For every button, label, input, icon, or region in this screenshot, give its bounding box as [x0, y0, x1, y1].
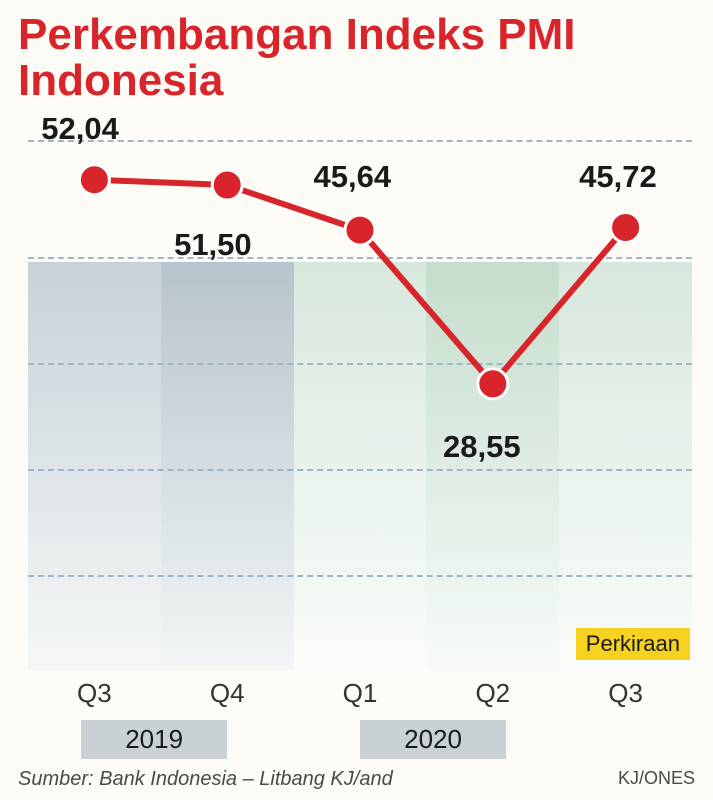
- xaxis-tick: Q3: [559, 678, 692, 709]
- data-marker: [79, 165, 109, 195]
- value-label: 45,72: [579, 159, 657, 195]
- credit-text: KJ/ONES: [618, 768, 695, 789]
- xaxis-tick: Q2: [426, 678, 559, 709]
- value-label: 28,55: [443, 429, 521, 465]
- xaxis-tick: Q1: [294, 678, 427, 709]
- line-series: [28, 140, 692, 670]
- data-marker: [611, 212, 641, 242]
- data-marker: [345, 215, 375, 245]
- value-label: 45,64: [314, 159, 392, 195]
- value-label: 51,50: [174, 227, 252, 263]
- data-marker: [478, 369, 508, 399]
- chart-container: Perkembangan Indeks PMIIndonesia 52,04 51…: [0, 0, 713, 800]
- plot-area: 52,0451,5045,6428,5545,72 Perkiraan: [28, 140, 692, 670]
- xaxis-tick: Q4: [161, 678, 294, 709]
- forecast-flag: Perkiraan: [576, 628, 690, 660]
- source-text: Sumber: Bank Indonesia – Litbang KJ/and: [18, 768, 393, 791]
- xaxis-tick: Q3: [28, 678, 161, 709]
- value-label: 52,04: [41, 111, 119, 147]
- line-path: [94, 180, 625, 384]
- x-axis: Q3Q4Q1Q2Q3: [28, 678, 692, 720]
- data-marker: [212, 170, 242, 200]
- chart-title: Perkembangan Indeks PMIIndonesia: [18, 12, 576, 104]
- year-label: 2019: [81, 720, 227, 759]
- year-label: 2020: [360, 720, 506, 759]
